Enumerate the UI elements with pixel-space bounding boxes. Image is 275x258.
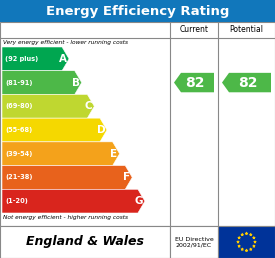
Bar: [170, 226, 218, 258]
Text: (69-80): (69-80): [5, 103, 32, 109]
Text: Energy Efficiency Rating: Energy Efficiency Rating: [46, 4, 229, 18]
Bar: [0, 0, 275, 22]
Polygon shape: [236, 240, 240, 244]
Text: (55-68): (55-68): [5, 127, 32, 133]
Text: (21-38): (21-38): [5, 174, 32, 180]
Text: 82: 82: [238, 76, 257, 90]
Text: Not energy efficient - higher running costs: Not energy efficient - higher running co…: [3, 215, 128, 220]
Polygon shape: [2, 166, 132, 189]
Polygon shape: [249, 247, 253, 251]
Text: Current: Current: [180, 26, 208, 35]
Polygon shape: [252, 236, 256, 239]
Polygon shape: [2, 142, 120, 166]
Polygon shape: [2, 71, 82, 94]
Polygon shape: [222, 73, 271, 92]
Polygon shape: [2, 47, 69, 71]
Bar: [0, 22, 275, 226]
Text: Potential: Potential: [230, 26, 263, 35]
Text: C: C: [84, 101, 92, 111]
Polygon shape: [249, 233, 253, 236]
Polygon shape: [237, 236, 241, 239]
Polygon shape: [240, 247, 244, 251]
Text: 82: 82: [185, 76, 205, 90]
Text: A: A: [59, 54, 67, 64]
Text: (1-20): (1-20): [5, 198, 28, 204]
Polygon shape: [2, 189, 145, 213]
Text: D: D: [97, 125, 105, 135]
Polygon shape: [244, 248, 248, 252]
Polygon shape: [2, 118, 107, 142]
Text: G: G: [135, 196, 143, 206]
Text: EU Directive
2002/91/EC: EU Directive 2002/91/EC: [175, 237, 213, 247]
Polygon shape: [237, 244, 241, 248]
Text: (39-54): (39-54): [5, 151, 32, 157]
Bar: [0, 226, 170, 258]
Text: (92 plus): (92 plus): [5, 56, 38, 62]
Text: B: B: [72, 78, 80, 87]
Polygon shape: [253, 240, 257, 244]
Text: F: F: [123, 172, 130, 182]
Polygon shape: [174, 73, 214, 92]
Text: (81-91): (81-91): [5, 79, 32, 86]
Bar: [218, 226, 275, 258]
Polygon shape: [2, 94, 94, 118]
Polygon shape: [240, 233, 244, 236]
Text: England & Wales: England & Wales: [26, 236, 144, 248]
Text: Very energy efficient - lower running costs: Very energy efficient - lower running co…: [3, 40, 128, 45]
Polygon shape: [244, 231, 248, 235]
Text: E: E: [110, 149, 117, 159]
Polygon shape: [252, 244, 256, 248]
